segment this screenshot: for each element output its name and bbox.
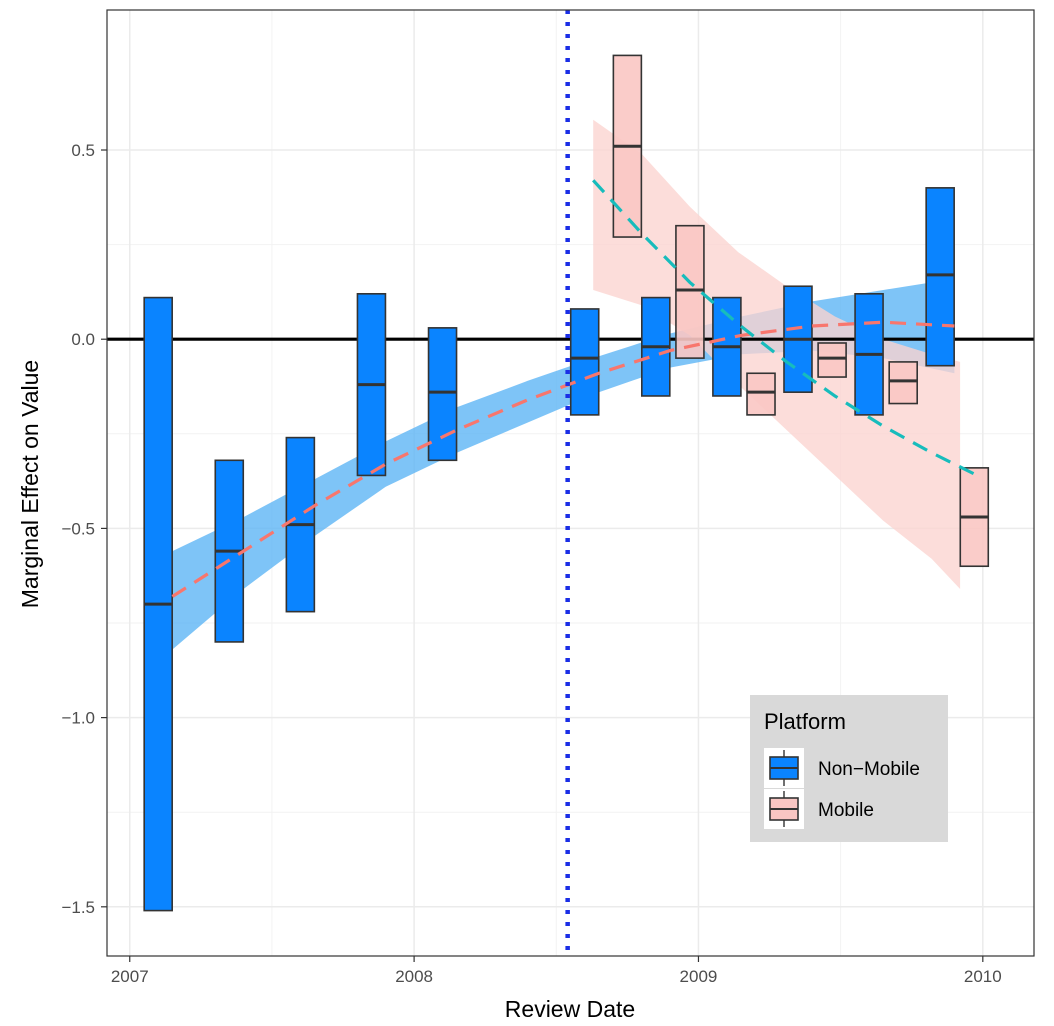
box-body bbox=[888, 361, 918, 405]
plot-border bbox=[106, 9, 1035, 957]
box-mobile bbox=[888, 361, 918, 405]
box-non-mobile bbox=[427, 327, 458, 462]
trend-mobile bbox=[592, 179, 978, 477]
legend-entry: Mobile bbox=[764, 789, 874, 829]
y-tick-label: 0.5 bbox=[71, 141, 95, 160]
y-axis-title: Marginal Effect on Value bbox=[17, 360, 43, 608]
y-ticks: 0.5 0.0 −0.5 −1.0 −1.5 bbox=[61, 141, 107, 917]
legend-label: Non−Mobile bbox=[818, 759, 920, 780]
legend-entries: Non−Mobile Mobile bbox=[764, 748, 920, 829]
legend-title: Platform bbox=[764, 709, 846, 734]
legend-entry: Non−Mobile bbox=[764, 748, 920, 788]
box-body bbox=[427, 327, 458, 462]
x-tick-label: 2007 bbox=[111, 967, 149, 986]
x-tick-label: 2009 bbox=[680, 967, 718, 986]
box-non-mobile bbox=[569, 308, 600, 416]
box-body bbox=[817, 342, 847, 378]
box-body bbox=[569, 308, 600, 416]
x-axis-title: Review Date bbox=[505, 996, 635, 1022]
legend-label: Mobile bbox=[818, 800, 874, 821]
x-ticks: 2007 2008 2009 2010 bbox=[111, 956, 1002, 986]
box-mobile bbox=[746, 372, 776, 416]
box-non-mobile bbox=[214, 459, 245, 643]
legend: Platform Non−Mobile Mobile bbox=[750, 695, 948, 842]
box-non-mobile bbox=[783, 285, 813, 393]
trend-non-mobile bbox=[171, 320, 955, 598]
box-mobile bbox=[612, 54, 643, 238]
box-non-mobile bbox=[356, 292, 387, 477]
box-non-mobile bbox=[285, 436, 316, 613]
y-tick-label: −0.5 bbox=[61, 519, 95, 538]
box-non-mobile bbox=[854, 292, 884, 416]
box-body bbox=[925, 187, 955, 367]
x-tick-label: 2010 bbox=[964, 967, 1002, 986]
x-tick-label: 2008 bbox=[395, 967, 433, 986]
y-tick-label: −1.0 bbox=[61, 709, 95, 728]
boxes bbox=[143, 54, 990, 912]
box-non-mobile bbox=[143, 296, 173, 912]
y-tick-label: 0.0 bbox=[71, 330, 95, 349]
trends bbox=[171, 179, 978, 598]
box-mobile bbox=[817, 342, 847, 378]
box-non-mobile bbox=[925, 187, 955, 367]
box-mobile bbox=[959, 467, 990, 568]
y-tick-label: −1.5 bbox=[61, 898, 95, 917]
box-non-mobile bbox=[641, 296, 671, 397]
box-body bbox=[675, 224, 705, 359]
box-mobile bbox=[675, 224, 705, 359]
box-body bbox=[746, 372, 776, 416]
